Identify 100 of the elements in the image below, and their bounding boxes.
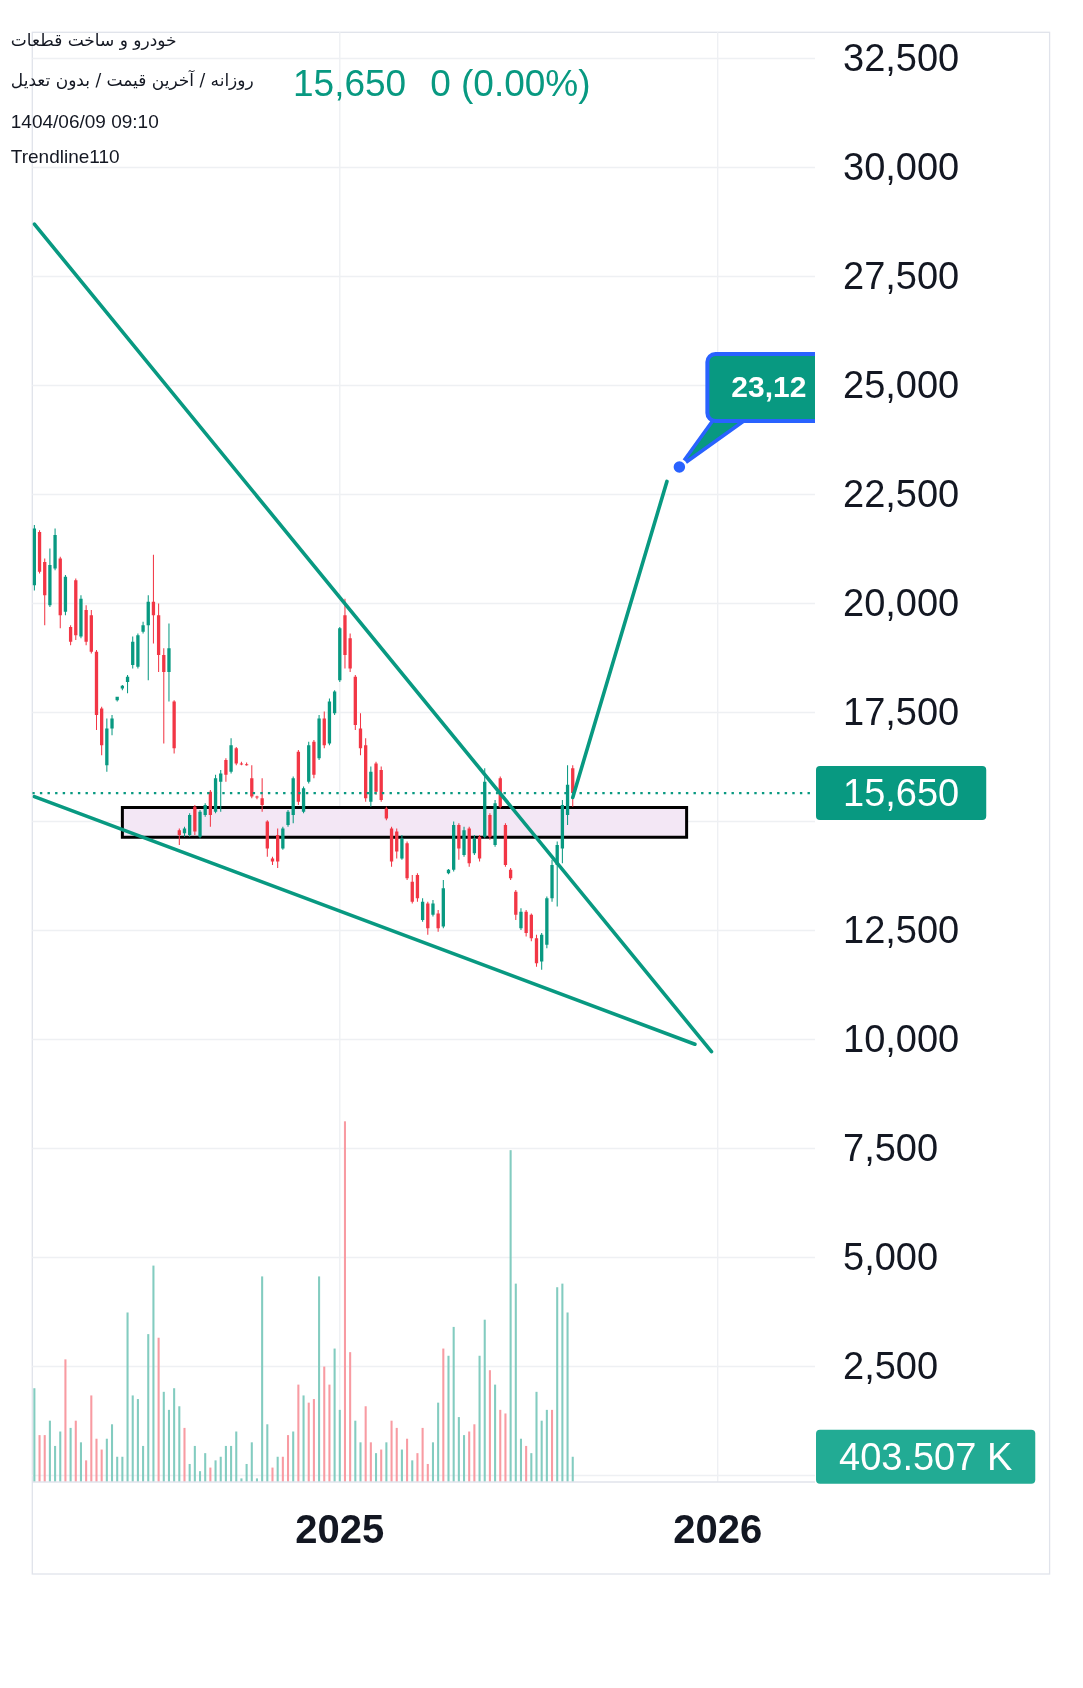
bar: [343, 1121, 346, 1482]
y-tick-label: 17,500: [843, 691, 960, 734]
bar: [488, 1370, 491, 1482]
text: روزانه / آخرین قیمت / بدون تعدیل: [10, 69, 254, 90]
bar: [110, 1424, 114, 1482]
bar: [411, 1460, 414, 1482]
bar: [54, 1445, 57, 1482]
bar: [499, 1409, 502, 1482]
x-tick-label: 2026: [673, 1507, 763, 1551]
candlestick: [79, 595, 83, 639]
bar: [514, 1283, 517, 1482]
bar: [359, 1442, 362, 1482]
bar: [390, 1420, 393, 1482]
candlestick: [519, 908, 523, 931]
bar: [483, 1319, 486, 1482]
bar: [198, 1471, 202, 1482]
bar: [152, 1265, 155, 1482]
bar: [193, 1445, 196, 1482]
annotation: 1404/06/09 09:10: [10, 110, 159, 132]
bar: [333, 1348, 336, 1482]
candlestick: [400, 834, 404, 860]
bar: [369, 1442, 372, 1482]
candlestick: [167, 623, 171, 702]
bar: [561, 1283, 564, 1482]
y-tick-label: 5,000: [843, 1236, 939, 1279]
candlestick: [374, 761, 378, 795]
bar: [162, 1391, 165, 1482]
bar: [33, 1388, 36, 1482]
bar: [338, 1409, 341, 1482]
bar: [235, 1431, 238, 1482]
x-tick-label: 2025: [295, 1507, 385, 1551]
bar: [250, 1442, 253, 1482]
bar: [173, 1388, 176, 1482]
bar: [131, 1395, 134, 1482]
bar: [437, 1402, 440, 1482]
bar: [136, 1399, 139, 1482]
y-tick-label: 22,500: [843, 473, 960, 516]
chart-title: خودرو و ساخت قطعات: [10, 30, 177, 50]
y-tick-label: 25,000: [843, 364, 960, 407]
bar: [204, 1453, 207, 1482]
bar: [400, 1449, 403, 1482]
annotation: 23,12: [731, 370, 807, 404]
y-tick-label: 12,500: [843, 909, 960, 952]
candlestick: [524, 909, 528, 937]
bar: [188, 1463, 191, 1482]
bar: [442, 1348, 445, 1482]
bar: [116, 1456, 119, 1482]
y-tick-label: 27,500: [843, 255, 960, 298]
bar: [478, 1355, 481, 1482]
bar: [416, 1453, 419, 1482]
candlestick: [193, 804, 197, 835]
bar: [74, 1420, 77, 1482]
bar: [349, 1352, 352, 1482]
bar: [307, 1402, 310, 1482]
bar: [271, 1467, 274, 1482]
bar: [105, 1438, 108, 1482]
candlestick: [312, 739, 316, 779]
bar: [473, 1424, 476, 1482]
bar: [183, 1427, 186, 1482]
bar: [126, 1312, 129, 1482]
bar: [385, 1442, 388, 1482]
bar: [245, 1463, 248, 1482]
bar: [354, 1420, 357, 1482]
annotation: 15,650: [293, 62, 407, 104]
bar: [261, 1276, 264, 1482]
candlestick: [317, 715, 321, 760]
bar: [431, 1442, 434, 1482]
candlestick: [493, 800, 497, 847]
bar: [519, 1438, 523, 1482]
bar: [535, 1391, 538, 1482]
bar: [452, 1326, 455, 1482]
bar: [147, 1334, 150, 1482]
bar: [85, 1460, 88, 1482]
y-tick-label: 10,000: [843, 1018, 960, 1061]
bar: [374, 1453, 378, 1482]
bar: [395, 1427, 398, 1482]
bar: [281, 1456, 284, 1482]
ref-line-label: 15,650: [843, 772, 960, 815]
bar: [566, 1312, 569, 1482]
bar: [79, 1442, 82, 1482]
candlestick: [488, 813, 492, 840]
bar: [504, 1413, 507, 1482]
bar: [302, 1395, 305, 1482]
candlestick: [281, 826, 285, 850]
bar: [364, 1406, 367, 1482]
bar: [571, 1456, 574, 1482]
candlestick: [286, 810, 290, 827]
bar: [426, 1463, 429, 1482]
bar: [509, 1150, 512, 1482]
y-tick-label: 20,000: [843, 582, 960, 625]
candlestick: [172, 700, 176, 754]
bar: [59, 1431, 62, 1482]
bar: [167, 1409, 170, 1482]
bar: [224, 1445, 227, 1482]
candlestick: [545, 896, 549, 949]
candlestick: [110, 715, 114, 736]
y-tick-label: 7,500: [843, 1127, 939, 1170]
bar: [550, 1409, 554, 1482]
bar: [266, 1424, 269, 1482]
candlestick: [136, 633, 140, 669]
